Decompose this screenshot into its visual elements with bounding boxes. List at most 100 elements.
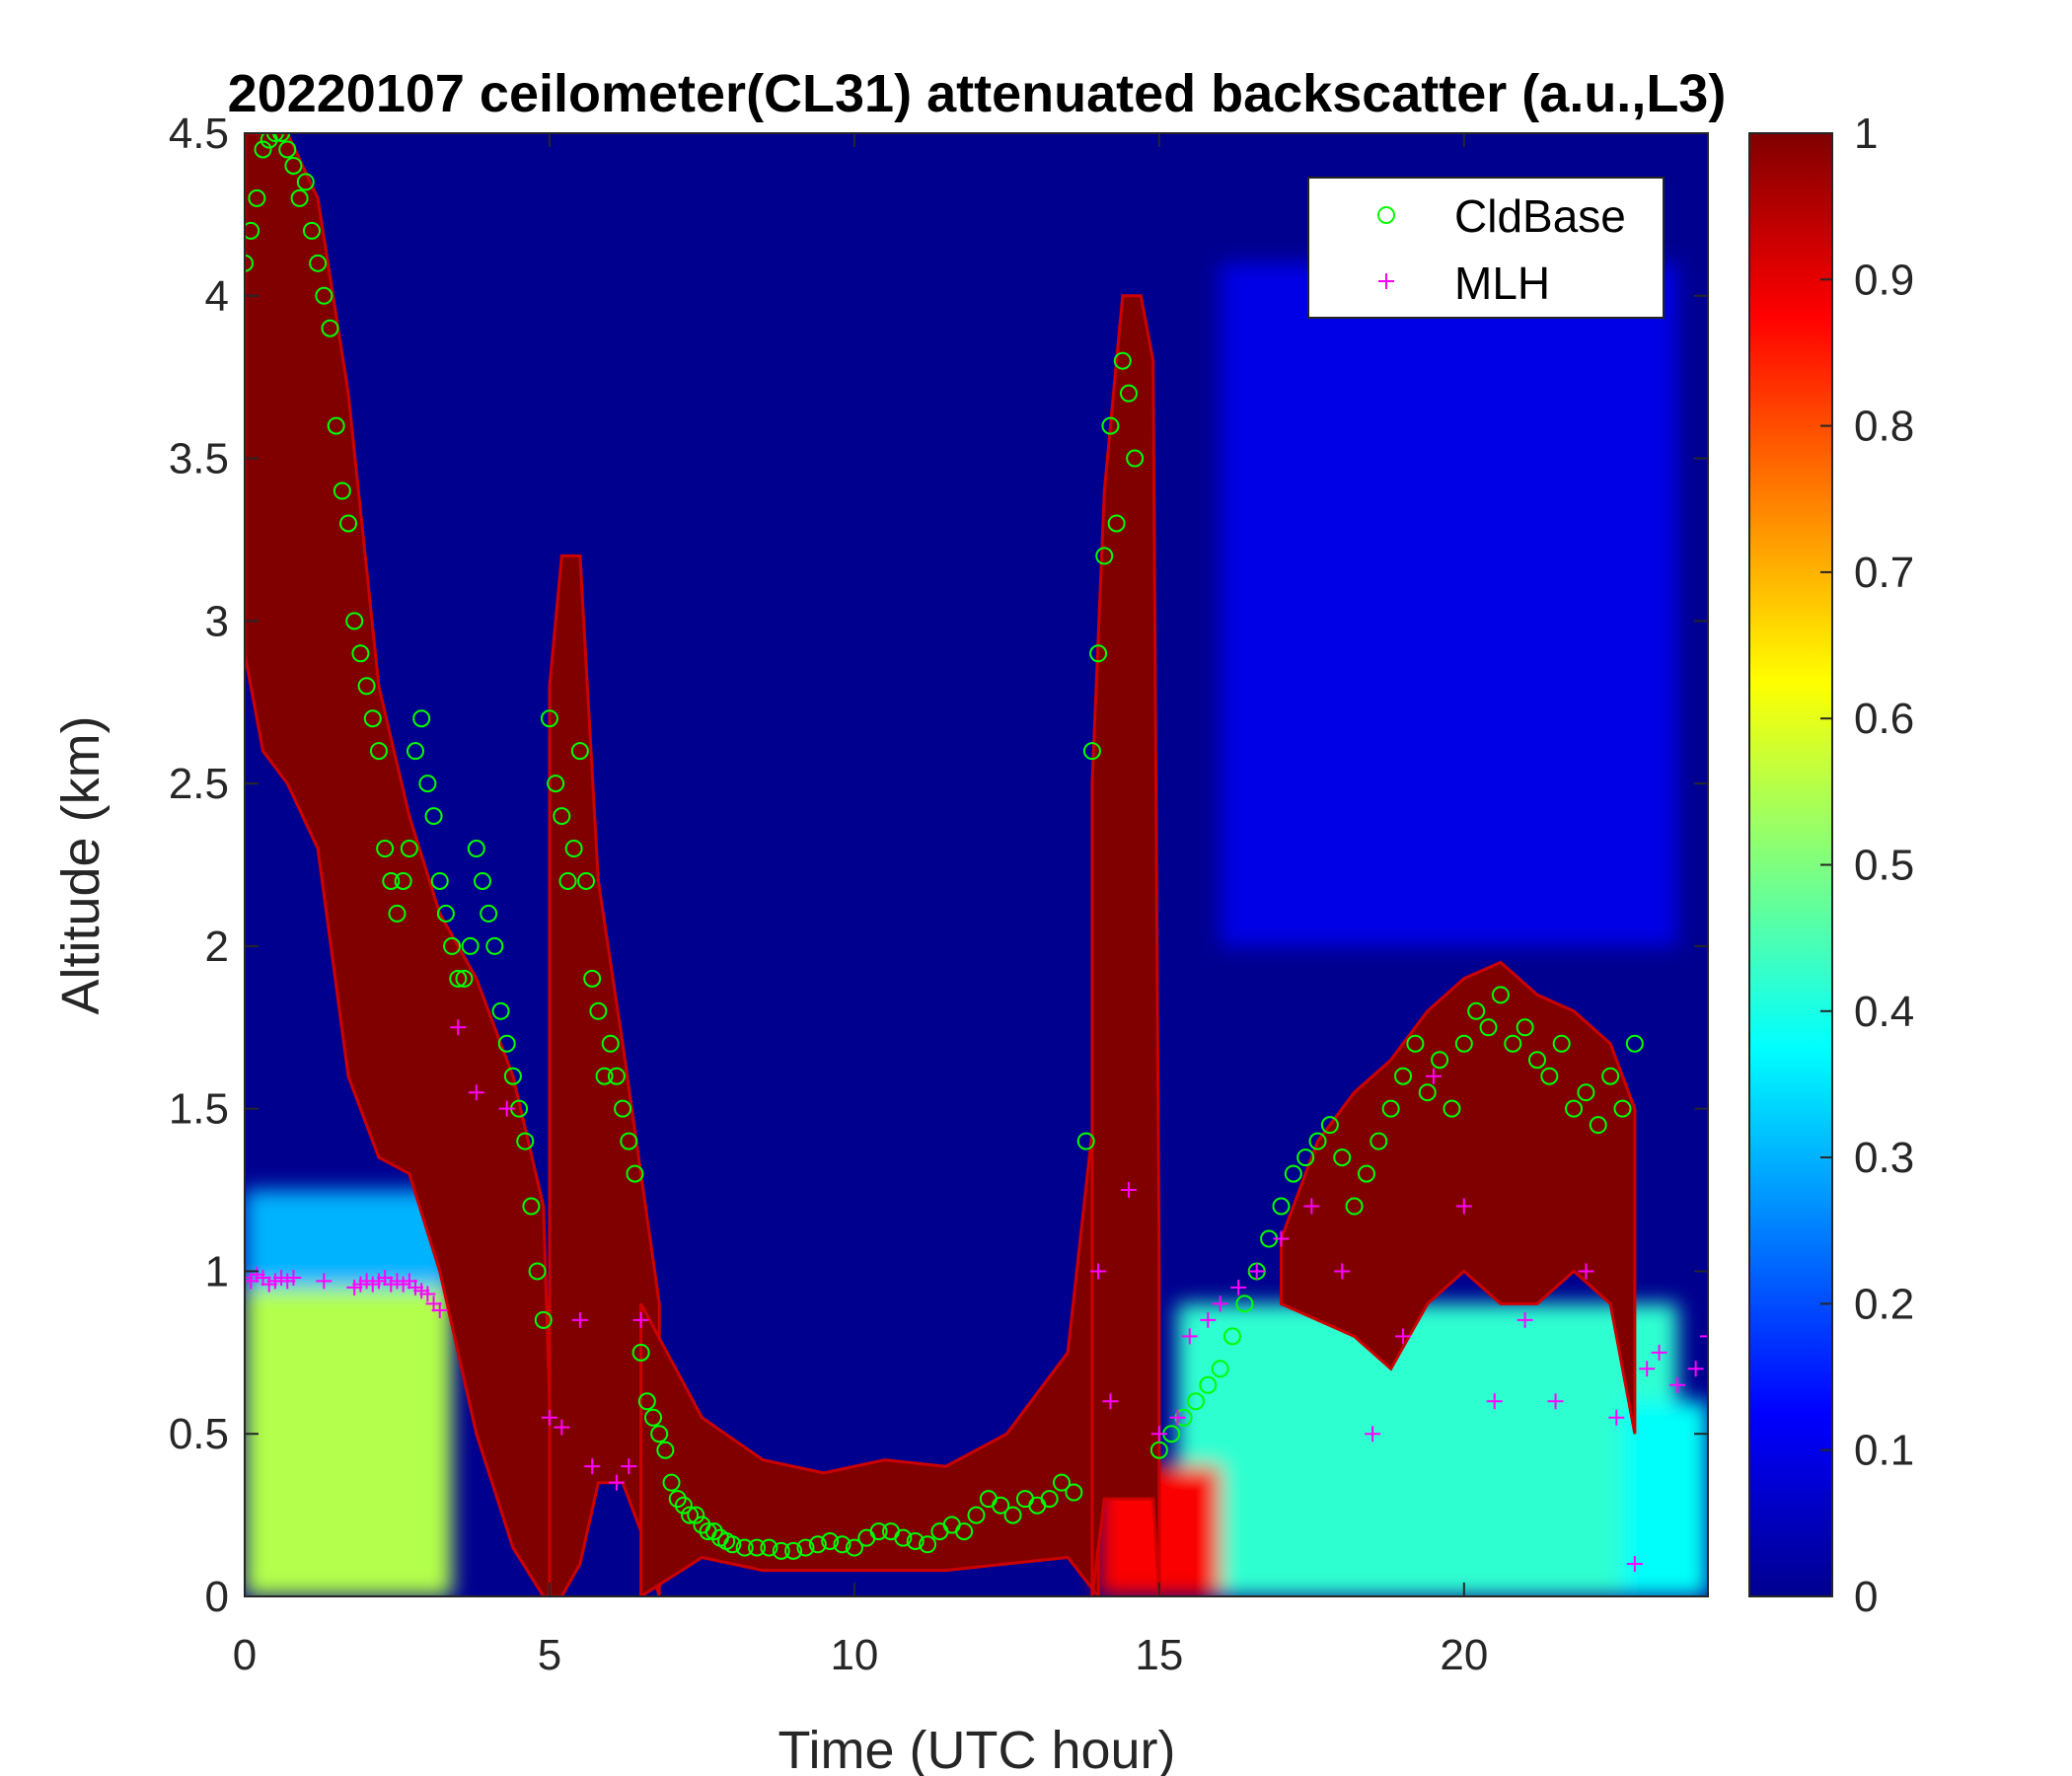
cldbase-point: [631, 1343, 650, 1362]
colorbar-tick-label: 0.7: [1854, 549, 1914, 597]
mlh-point: [1626, 1556, 1643, 1573]
mlh-point: [1669, 1376, 1686, 1393]
cldbase-point: [290, 188, 309, 207]
cldbase-point: [1320, 1116, 1339, 1135]
cldbase-point: [845, 1538, 863, 1557]
mlh-point: [554, 1419, 570, 1436]
cldbase-point: [497, 1034, 516, 1053]
cldbase-point: [528, 1262, 547, 1281]
cloud-band-4: [1280, 960, 1637, 1435]
mlh-point: [1651, 1344, 1667, 1361]
cldbase-point: [333, 481, 351, 500]
mlh-point: [1102, 1393, 1119, 1410]
cldbase-point: [1235, 1295, 1254, 1313]
cldbase-point: [821, 1531, 840, 1550]
cldbase-point: [614, 1099, 632, 1118]
mlh-point: [608, 1474, 625, 1491]
x-tick-label: 20: [1440, 1631, 1488, 1679]
mlh-point: [1181, 1328, 1198, 1345]
x-tick-label: 5: [538, 1631, 561, 1679]
cldbase-point: [376, 840, 395, 858]
cldbase-point: [461, 936, 480, 955]
mlh-point: [1700, 1328, 1708, 1345]
cldbase-point: [388, 904, 407, 923]
cldbase-point: [1467, 1001, 1486, 1020]
mlh-point: [1486, 1393, 1503, 1410]
cldbase-point: [1101, 416, 1120, 435]
mlh-point: [498, 1100, 515, 1117]
mlh-point: [541, 1409, 557, 1426]
cldbase-point: [644, 1408, 663, 1427]
cldbase-point: [430, 871, 449, 890]
mlh-point: [621, 1458, 637, 1475]
cldbase-point: [309, 254, 328, 272]
cldbase-point: [278, 140, 297, 159]
cldbase-point: [547, 775, 565, 793]
cldbase-point: [553, 807, 571, 826]
cldbase-point: [534, 1310, 553, 1329]
cldbase-point: [1040, 1490, 1059, 1509]
cldbase-point: [595, 1067, 614, 1085]
cldbase-point: [558, 871, 577, 890]
cldbase-point: [455, 969, 474, 988]
mlh-point: [1303, 1198, 1320, 1215]
cldbase-point: [1516, 1018, 1534, 1037]
legend-box: [1307, 177, 1665, 319]
colorbar-tick-label: 0.5: [1854, 842, 1914, 890]
backscatter-region-2: [1177, 1303, 1678, 1596]
cldbase-point: [382, 871, 401, 890]
cldbase-point: [467, 840, 485, 858]
cldbase-point: [869, 1522, 888, 1541]
cldbase-point: [808, 1535, 827, 1554]
mlh-point: [632, 1311, 649, 1328]
cldbase-point: [992, 1496, 1010, 1515]
cldbase-point: [637, 1392, 656, 1411]
cldbase-point: [1443, 1099, 1461, 1118]
colorbar-tick-label: 0.4: [1854, 988, 1914, 1036]
colorbar-tick-label: 1: [1854, 110, 1878, 158]
y-tick-label: 2.5: [169, 760, 229, 808]
cldbase-point: [522, 1197, 541, 1216]
cldbase-point: [760, 1538, 778, 1557]
legend-marker-cldbase: [1377, 206, 1395, 224]
cldbase-point: [1076, 1132, 1095, 1150]
cldbase-point: [1540, 1067, 1559, 1085]
cldbase-point: [540, 709, 558, 728]
cldbase-point: [351, 644, 370, 663]
cldbase-point: [272, 133, 291, 142]
cldbase-point: [491, 1001, 510, 1020]
x-axis-label: Time (UTC hour): [777, 1721, 1175, 1776]
cldbase-point: [1454, 1034, 1473, 1053]
y-tick-label: 0: [205, 1573, 229, 1621]
cldbase-point: [570, 742, 589, 761]
cldbase-point: [1065, 1483, 1083, 1502]
cldbase-point: [1406, 1034, 1425, 1053]
cldbase-point: [1418, 1083, 1437, 1102]
cldbase-point: [1394, 1067, 1413, 1085]
backscatter-region-5: [1220, 262, 1678, 946]
chart-title: 20220107 ceilometer(CL31) attenuated bac…: [228, 64, 1727, 123]
cldbase-point: [607, 1067, 626, 1085]
cldbase-point: [1431, 1051, 1449, 1070]
cldbase-point: [1113, 351, 1132, 370]
cldbase-point: [772, 1541, 790, 1560]
cldbase-point: [1272, 1197, 1291, 1216]
cldbase-point: [577, 871, 596, 890]
mlh-point: [1169, 1409, 1186, 1426]
cldbase-point: [681, 1506, 700, 1524]
cldbase-point: [1095, 547, 1114, 565]
plot-area: [245, 133, 1708, 1596]
y-axis-label: Altitude (km): [51, 715, 111, 1014]
cldbase-point: [369, 742, 388, 761]
mlh-point: [1248, 1263, 1265, 1280]
cldbase-point: [1381, 1099, 1400, 1118]
cldbase-point: [357, 677, 376, 696]
mlh-point: [1273, 1230, 1290, 1247]
cldbase-point: [1565, 1099, 1584, 1118]
cldbase-point: [704, 1522, 723, 1541]
cloud-band-2: [639, 1075, 1100, 1596]
cldbase-point: [735, 1538, 754, 1557]
cldbase-point: [1345, 1197, 1364, 1216]
cldbase-point: [1089, 644, 1108, 663]
mlh-point: [1687, 1361, 1704, 1377]
